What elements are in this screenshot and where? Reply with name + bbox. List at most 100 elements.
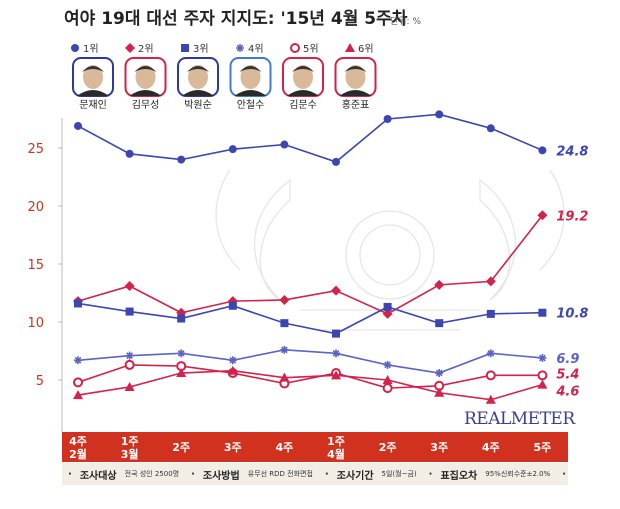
end-value-label: 4.6 bbox=[555, 385, 579, 400]
avatar: 안철수 bbox=[229, 57, 272, 111]
data-point bbox=[227, 365, 238, 375]
survey-footer: · 조사대상 전국 성인 2500명 · 조사방법 유무선 RDD 전화면접 · 조사기간 5일… bbox=[62, 463, 568, 485]
candidate-name: 박원순 bbox=[184, 99, 212, 111]
data-point bbox=[74, 121, 82, 130]
data-point bbox=[435, 319, 444, 328]
y-tick-label: 10 bbox=[27, 316, 44, 331]
data-point bbox=[537, 379, 548, 389]
data-point bbox=[279, 294, 290, 305]
data-point bbox=[486, 309, 495, 318]
legend-label-3: 3위 bbox=[193, 42, 209, 55]
data-point bbox=[383, 360, 392, 369]
chart-title: 여야 19대 대선 주자 지지도: '15년 4월 5주차 bbox=[64, 9, 408, 29]
series-line-2 bbox=[77, 214, 544, 315]
data-point bbox=[382, 383, 393, 394]
data-point bbox=[177, 349, 186, 358]
series-line-4 bbox=[77, 349, 543, 374]
candidate-name: 안철수 bbox=[237, 99, 265, 111]
footer-bullet: · bbox=[324, 468, 329, 480]
avatar: 김무성 bbox=[124, 57, 167, 111]
data-point bbox=[74, 356, 82, 365]
avatar-row: 문재인 김무성 박원순 안철수 김문수 홍준표 bbox=[72, 57, 377, 111]
footer-key: 표집오차 bbox=[440, 470, 478, 482]
unit-label: 단위: % bbox=[390, 16, 421, 27]
footer-key: 조사기간 bbox=[336, 470, 374, 482]
footer-value: 95%신뢰수준±2.0% bbox=[485, 470, 551, 478]
data-point bbox=[485, 276, 496, 287]
data-point bbox=[382, 375, 393, 384]
candidate-name: 김문수 bbox=[289, 99, 317, 111]
footer-bullet: · bbox=[68, 468, 72, 480]
x-tick-label: 2월 bbox=[69, 447, 87, 461]
y-tick-label: 25 bbox=[27, 142, 44, 157]
realmeter-watermark: REALMETER bbox=[464, 409, 576, 429]
legend-marker-4 bbox=[236, 44, 244, 52]
legend-marker-3 bbox=[181, 44, 189, 52]
legend-marker-6 bbox=[345, 43, 355, 52]
data-point bbox=[177, 314, 186, 323]
avatar: 문재인 bbox=[72, 57, 114, 111]
legend-marker-1 bbox=[71, 44, 79, 52]
series-line-5 bbox=[77, 364, 543, 389]
legend-marker-2 bbox=[125, 43, 135, 53]
end-value-label: 6.9 bbox=[556, 352, 579, 367]
footer-bullet: · bbox=[428, 468, 433, 480]
data-point bbox=[435, 369, 444, 378]
y-tick-label: 20 bbox=[27, 200, 44, 215]
data-point bbox=[486, 124, 495, 133]
data-point bbox=[73, 390, 83, 400]
data-point bbox=[280, 345, 289, 354]
data-point bbox=[280, 140, 289, 149]
series-line-6 bbox=[77, 369, 543, 401]
data-point bbox=[538, 353, 547, 362]
x-tick-label: 4주 bbox=[69, 435, 87, 448]
data-point bbox=[435, 110, 444, 119]
data-point bbox=[538, 146, 547, 155]
legend: 1위 2위 3위 4위 5위 6위 bbox=[71, 42, 374, 55]
x-tick-label: 4월 bbox=[327, 447, 345, 461]
x-tick-label: 3월 bbox=[121, 447, 139, 461]
data-point bbox=[74, 299, 82, 308]
data-point bbox=[280, 319, 289, 328]
data-point bbox=[125, 307, 134, 316]
footer-value: 유무선 RDD 전화면접 bbox=[247, 470, 313, 478]
data-point bbox=[383, 302, 392, 311]
data-point bbox=[537, 370, 548, 381]
series-line-3 bbox=[77, 302, 543, 335]
footer-bullet: · bbox=[562, 468, 567, 480]
x-tick-label: 2주 bbox=[172, 441, 190, 454]
legend-marker-5 bbox=[290, 43, 300, 53]
end-value-label: 19.2 bbox=[556, 209, 588, 224]
data-point bbox=[124, 281, 135, 292]
data-point bbox=[176, 368, 187, 378]
data-point bbox=[537, 210, 548, 221]
data-point bbox=[538, 308, 547, 317]
data-point bbox=[228, 145, 237, 154]
data-point bbox=[485, 370, 496, 381]
end-value-label: 5.4 bbox=[556, 367, 579, 382]
avatar: 박원순 bbox=[177, 57, 219, 111]
emblem-watermark bbox=[215, 169, 565, 331]
x-axis-band bbox=[62, 432, 568, 462]
data-point bbox=[124, 381, 135, 391]
legend-label-1: 1위 bbox=[83, 42, 99, 55]
data-point bbox=[382, 308, 393, 319]
x-tick-label: 5주 bbox=[534, 441, 552, 454]
footer-key: 조사대상 bbox=[79, 470, 117, 482]
candidate-name: 홍준표 bbox=[342, 98, 370, 111]
data-point bbox=[332, 157, 340, 166]
candidate-name: 문재인 bbox=[79, 99, 107, 111]
data-point bbox=[485, 394, 496, 404]
data-point bbox=[125, 351, 134, 360]
footer-bullet: · bbox=[191, 468, 195, 480]
data-point bbox=[177, 155, 186, 164]
x-tick-label: 3주 bbox=[430, 441, 448, 454]
footer-value: 전국 성인 2500명 bbox=[124, 470, 180, 478]
x-tick-label: 3주 bbox=[224, 441, 242, 454]
data-point bbox=[332, 349, 340, 358]
data-point bbox=[331, 285, 341, 296]
plot-area: 24.8 19.2 10.8 6.95.4 4.6 bbox=[73, 110, 588, 404]
x-tick-label: 1주 bbox=[327, 435, 345, 448]
legend-label-4: 4위 bbox=[248, 42, 264, 55]
